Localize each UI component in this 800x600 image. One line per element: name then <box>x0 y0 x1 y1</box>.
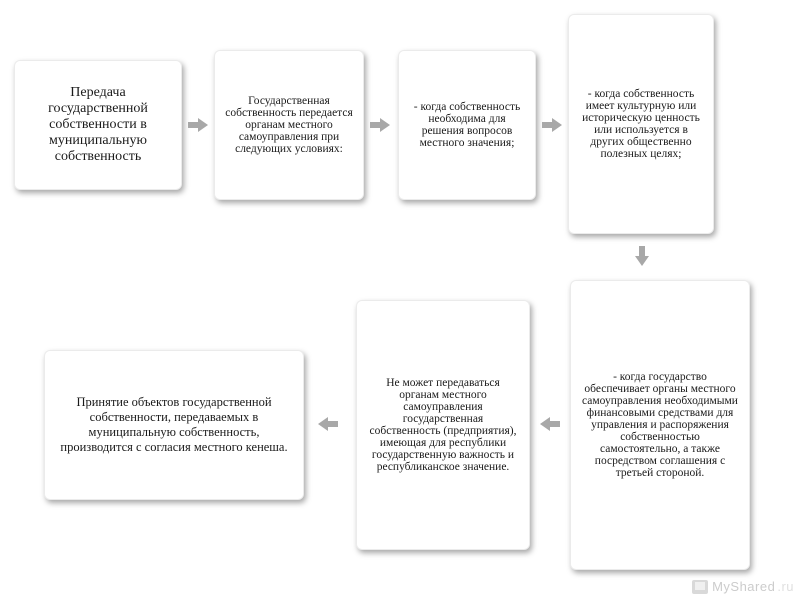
flow-box-2: Государственная собственность передается… <box>214 50 364 200</box>
arrow-down-icon <box>630 244 654 268</box>
arrow-left-icon <box>538 412 562 436</box>
watermark-suffix: .ru <box>777 579 794 594</box>
flow-box-text: Принятие объектов государственной собств… <box>54 395 294 455</box>
arrow-right-icon <box>186 113 210 137</box>
flow-box-7: Принятие объектов государственной собств… <box>44 350 304 500</box>
arrow-left-icon <box>316 412 340 436</box>
watermark: MyShared.ru <box>692 579 794 594</box>
flow-box-text: - когда собственность имеет культурную и… <box>578 88 704 160</box>
flow-box-text: Государственная собственность передается… <box>224 95 354 155</box>
flow-box-3: - когда собственность необходима для реш… <box>398 50 536 200</box>
flow-box-text: - когда собственность необходима для реш… <box>408 101 526 149</box>
slide-icon <box>692 580 708 594</box>
flow-box-text: - когда государство обеспечивает органы … <box>580 371 740 479</box>
flow-box-text: Передача государственной собственности в… <box>24 85 172 165</box>
flow-box-text: Не может передаваться органам местного с… <box>366 377 520 473</box>
arrow-right-icon <box>540 113 564 137</box>
flow-box-5: - когда государство обеспечивает органы … <box>570 280 750 570</box>
flow-box-4: - когда собственность имеет культурную и… <box>568 14 714 234</box>
arrow-right-icon <box>368 113 392 137</box>
flow-box-6: Не может передаваться органам местного с… <box>356 300 530 550</box>
flow-box-1: Передача государственной собственности в… <box>14 60 182 190</box>
watermark-text: MyShared <box>712 579 775 594</box>
